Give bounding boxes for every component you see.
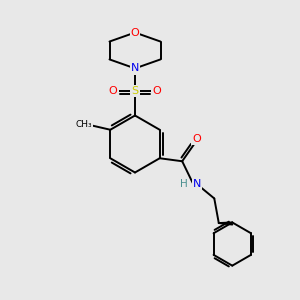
Text: O: O [152, 86, 161, 96]
Text: N: N [131, 63, 139, 74]
Text: O: O [130, 28, 140, 38]
Text: O: O [109, 86, 118, 96]
Text: S: S [131, 86, 139, 96]
Text: O: O [192, 134, 201, 144]
Text: CH₃: CH₃ [76, 120, 92, 129]
Text: N: N [193, 179, 201, 189]
Text: H: H [180, 179, 188, 189]
